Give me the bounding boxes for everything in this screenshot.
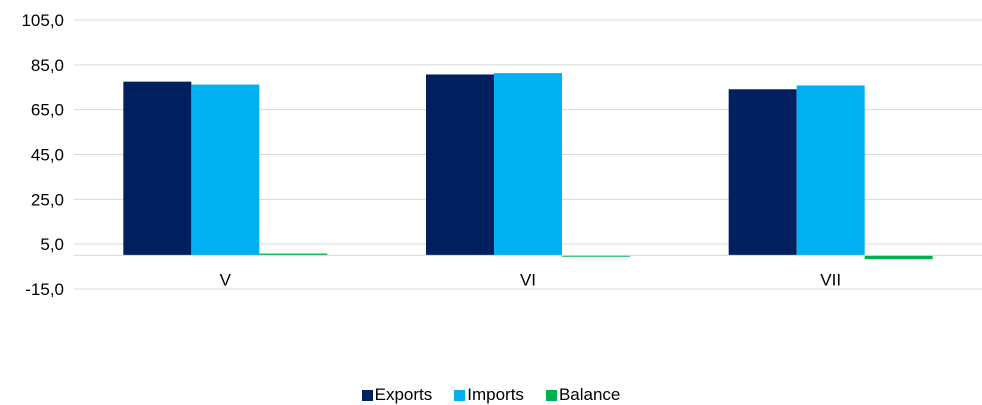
bar-exports <box>426 74 494 256</box>
legend-item-exports: Exports <box>361 385 433 405</box>
y-tick-label: 65,0 <box>31 101 64 120</box>
bar-imports <box>796 85 865 256</box>
legend-swatch-balance <box>545 389 557 401</box>
bar-balance <box>259 253 328 256</box>
bar-exports <box>123 81 192 256</box>
legend-swatch-imports <box>454 389 466 401</box>
legend-item-imports: Imports <box>454 385 524 405</box>
y-tick-label: 105,0 <box>21 11 64 30</box>
bar-imports <box>494 73 562 256</box>
legend-swatch-exports <box>361 389 373 401</box>
legend-label-imports: Imports <box>467 385 524 404</box>
x-category-label: VII <box>820 270 841 289</box>
legend-item-balance: Balance <box>545 385 621 405</box>
bar-balance <box>864 255 933 260</box>
bar-chart-plot: 105,0 85,0 65,0 45,0 25,0 5,0 -15,0 V VI VII <box>21 11 982 299</box>
bar-balance <box>562 255 630 257</box>
y-tick-label: 45,0 <box>31 146 64 165</box>
legend-label-exports: Exports <box>374 385 433 404</box>
y-tick-label: 85,0 <box>31 56 64 75</box>
bar-exports <box>728 89 797 256</box>
y-tick-label: 5,0 <box>40 235 64 254</box>
x-category-label: VI <box>520 270 536 289</box>
x-category-label: V <box>220 270 232 289</box>
y-tick-label: -15,0 <box>25 280 64 299</box>
y-tick-label: 25,0 <box>31 190 64 209</box>
legend-label-balance: Balance <box>558 385 621 404</box>
bar-imports <box>191 84 260 256</box>
legend: Exports Imports Balance <box>0 385 982 405</box>
